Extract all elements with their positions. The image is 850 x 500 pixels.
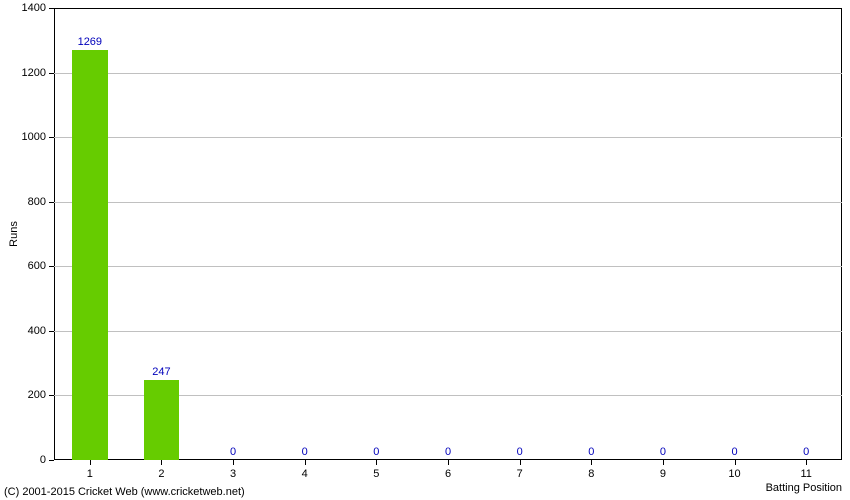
x-tick-mark <box>161 460 162 465</box>
x-tick-label: 6 <box>445 468 451 480</box>
y-axis-title: Runs <box>8 221 20 247</box>
bar-value-label: 0 <box>230 446 236 458</box>
bar-value-label: 0 <box>731 446 737 458</box>
bar <box>144 380 180 460</box>
y-tick-label: 600 <box>28 260 46 272</box>
grid-line <box>54 137 842 138</box>
y-tick-mark <box>49 460 54 461</box>
x-tick-label: 2 <box>158 468 164 480</box>
x-tick-mark <box>663 460 664 465</box>
x-tick-mark <box>90 460 91 465</box>
x-tick-mark <box>735 460 736 465</box>
grid-line <box>54 266 842 267</box>
x-tick-mark <box>520 460 521 465</box>
x-tick-mark <box>448 460 449 465</box>
plot-area: 0200400600800100012001400112692247304050… <box>54 8 842 460</box>
x-tick-label: 3 <box>230 468 236 480</box>
y-tick-mark <box>49 331 54 332</box>
y-tick-mark <box>49 202 54 203</box>
x-tick-mark <box>376 460 377 465</box>
bar-value-label: 1269 <box>78 36 102 48</box>
x-axis-title: Batting Position <box>766 482 842 494</box>
bar-value-label: 0 <box>588 446 594 458</box>
y-tick-label: 1000 <box>22 131 46 143</box>
bar-value-label: 0 <box>302 446 308 458</box>
credit-text: (C) 2001-2015 Cricket Web (www.cricketwe… <box>4 486 245 498</box>
x-tick-label: 5 <box>373 468 379 480</box>
y-tick-label: 200 <box>28 389 46 401</box>
y-tick-mark <box>49 266 54 267</box>
y-tick-mark <box>49 73 54 74</box>
y-tick-label: 400 <box>28 325 46 337</box>
x-tick-label: 8 <box>588 468 594 480</box>
grid-line <box>54 331 842 332</box>
y-tick-label: 0 <box>40 454 46 466</box>
x-tick-mark <box>233 460 234 465</box>
bar-value-label: 0 <box>373 446 379 458</box>
x-tick-mark <box>806 460 807 465</box>
x-tick-label: 7 <box>517 468 523 480</box>
grid-line <box>54 202 842 203</box>
bar-value-label: 0 <box>517 446 523 458</box>
y-tick-label: 800 <box>28 196 46 208</box>
chart-container: 0200400600800100012001400112692247304050… <box>0 0 850 500</box>
bar-value-label: 247 <box>152 366 170 378</box>
y-tick-mark <box>49 137 54 138</box>
x-tick-label: 11 <box>800 468 811 480</box>
y-tick-mark <box>49 8 54 9</box>
y-tick-label: 1400 <box>22 2 46 14</box>
bar-value-label: 0 <box>660 446 666 458</box>
grid-line <box>54 73 842 74</box>
x-tick-label: 10 <box>728 468 740 480</box>
y-tick-label: 1200 <box>22 67 46 79</box>
x-tick-label: 9 <box>660 468 666 480</box>
bar-value-label: 0 <box>445 446 451 458</box>
y-tick-mark <box>49 395 54 396</box>
x-tick-label: 4 <box>302 468 308 480</box>
bar-value-label: 0 <box>803 446 809 458</box>
x-tick-mark <box>591 460 592 465</box>
x-tick-mark <box>305 460 306 465</box>
x-tick-label: 1 <box>87 468 93 480</box>
bar <box>72 50 108 460</box>
